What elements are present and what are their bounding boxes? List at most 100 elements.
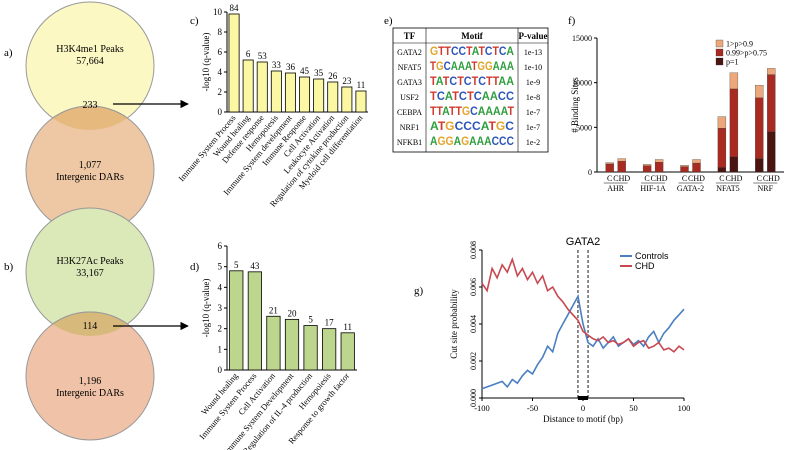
table-header: Motif	[461, 31, 483, 41]
stacked-bar-segment	[680, 165, 689, 167]
y-tick-label: 0.004	[469, 315, 478, 333]
tf-name: NFKB1	[397, 138, 422, 147]
p-value: 1e-8	[526, 93, 540, 102]
tf-name: NRF1	[400, 123, 420, 132]
venn-a-overlap-count: 233	[83, 100, 98, 111]
y-tick-label: 6	[218, 47, 223, 57]
bar	[299, 76, 311, 113]
venn-diagram-b: H3K27Ac Peaks 33,167 114 1,196 Intergeni…	[25, 207, 155, 441]
condition-label: CHD	[763, 174, 780, 183]
condition-label: CHD	[725, 174, 742, 183]
panel-label-d: d)	[190, 261, 200, 273]
motif-logo: GTTCCTATCTCA	[430, 44, 514, 58]
condition-label: C	[757, 174, 762, 183]
bar-value-label: 36	[286, 62, 296, 72]
p-value: 1e-10	[524, 63, 542, 72]
bar-value-label: 11	[357, 80, 366, 90]
p-value: 1e-7	[526, 123, 540, 132]
venn-diagram-a: H3K4me1 Peaks 57,664 233 1,077 Intergeni…	[25, 1, 155, 235]
p-value: 1e-13	[524, 48, 542, 57]
y-tick-label: 0.002	[469, 352, 478, 370]
y-tick-label: 0	[588, 168, 592, 177]
venn-b-overlap-count: 114	[83, 321, 98, 332]
venn-a-top-label: H3K4me1 Peaks	[56, 44, 124, 55]
bar-value-label: 84	[230, 3, 240, 13]
stacked-bar-segment	[767, 68, 776, 75]
bar-value-label: 20	[288, 308, 298, 318]
y-tick-label: 4	[218, 67, 223, 77]
y-tick-label: 0.008	[469, 241, 478, 259]
tf-name: NFAT5	[398, 63, 421, 72]
bar	[355, 90, 367, 113]
bar-value-label: 5	[234, 260, 239, 270]
bar	[256, 61, 268, 113]
stacked-bar-segment	[654, 162, 664, 173]
motif-logo: AGGAGAAACCC	[430, 134, 514, 148]
condition-label: C	[719, 174, 724, 183]
y-tick-label: 5	[218, 262, 223, 272]
venn-b-top-count: 33,167	[76, 268, 104, 279]
y-axis-label: -log10 (q-value)	[201, 279, 211, 338]
y-tick-label: 0	[218, 107, 223, 117]
legend-label: 0.99>p>0.75	[726, 49, 767, 58]
condition-label: CHD	[613, 174, 630, 183]
bar	[247, 271, 262, 371]
y-tick-label: 5000	[576, 123, 592, 132]
y-tick-label: 15000	[572, 34, 592, 43]
y-tick-label: 0.000	[469, 389, 478, 407]
stacked-bar-segment	[605, 163, 614, 173]
y-tick-label: 2	[218, 87, 223, 97]
bar	[327, 81, 339, 113]
y-axis-label: # Binding Sites	[570, 77, 580, 133]
stacked-bar-segment	[617, 161, 626, 173]
tf-name: GATA2	[397, 48, 422, 57]
bar	[228, 13, 240, 113]
bar-value-label: 21	[269, 305, 278, 315]
bar-value-label: 45	[300, 66, 310, 76]
motif-logo: TCATCTCAACC	[430, 89, 514, 103]
bar	[340, 332, 355, 371]
y-axis-label: Cut site probability	[449, 289, 459, 359]
venn-b-top-label: H3K27Ac Peaks	[57, 256, 124, 267]
y-tick-label: 2	[218, 324, 223, 334]
stacked-bar-segment	[729, 72, 739, 90]
bar-value-label: 11	[343, 322, 352, 332]
group-label: GATA-2	[677, 184, 704, 193]
stacked-bar-segment	[755, 158, 764, 173]
stacked-bar-segment	[642, 165, 652, 173]
stacked-bar-segment	[729, 88, 739, 157]
tf-name: CEBPA	[397, 108, 422, 117]
legend-label: p=1	[726, 58, 739, 67]
stacked-bar-segment	[755, 85, 764, 99]
y-tick-label: 1	[218, 344, 223, 354]
group-label: NRF	[758, 184, 774, 193]
bar	[229, 270, 244, 371]
bar-value-label: 33	[272, 60, 282, 70]
stacked-bar-segment	[617, 158, 626, 162]
bar	[266, 315, 281, 371]
tf-name: GATA3	[397, 78, 422, 87]
motif-logo: TATCTCTCTTAA	[430, 74, 514, 88]
stacked-bar-segment	[680, 166, 689, 173]
condition-label: C	[607, 174, 612, 183]
table-header: TF	[404, 31, 416, 41]
stacked-bar-segment	[767, 131, 776, 173]
bar	[303, 325, 318, 371]
venn-a-top-count: 57,664	[76, 56, 104, 67]
stacked-bar-segment	[717, 167, 727, 173]
x-tick-label: -100	[474, 403, 490, 413]
legend-swatch	[715, 48, 724, 57]
chart-title: GATA2	[566, 236, 600, 248]
stacked-bar-segment	[717, 116, 727, 129]
line-chart-g: 0.000 0.002 0.004 0.006 0.008 -100 -50 0 50 100 Di…	[449, 236, 690, 424]
venn-b-bottom-label: Intergenic DARs	[56, 388, 124, 399]
condition-label: C	[644, 174, 649, 183]
p-value: 1e-7	[526, 108, 540, 117]
panel-label-a: a)	[4, 47, 13, 59]
tf-name: USF2	[400, 93, 419, 102]
y-tick-label: 10000	[572, 79, 592, 88]
series-line	[481, 256, 685, 353]
legend-label: CHD	[635, 261, 655, 271]
